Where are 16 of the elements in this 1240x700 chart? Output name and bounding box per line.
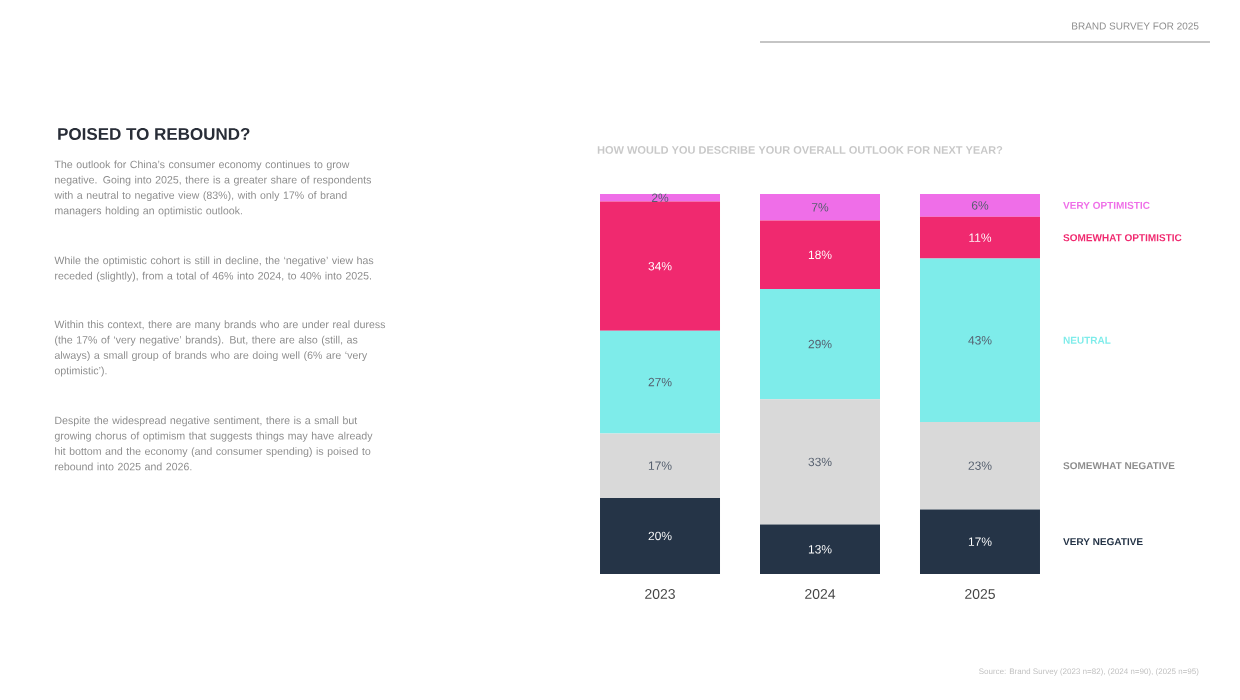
bar bbox=[600, 330, 721, 434]
bar bbox=[760, 193, 880, 221]
bar bbox=[600, 497, 721, 574]
bar bbox=[760, 524, 880, 574]
bar bbox=[920, 193, 1040, 217]
bar bbox=[920, 421, 1040, 510]
bar bbox=[600, 433, 721, 498]
bar bbox=[920, 258, 1040, 422]
bar bbox=[600, 201, 721, 331]
bar bbox=[760, 220, 880, 289]
bar bbox=[920, 509, 1040, 574]
bar bbox=[760, 288, 880, 400]
text: POISED TO REBOUND? bbox=[58, 127, 250, 140]
bar bbox=[600, 193, 721, 202]
bar bbox=[920, 216, 1040, 259]
bar bbox=[760, 399, 880, 525]
